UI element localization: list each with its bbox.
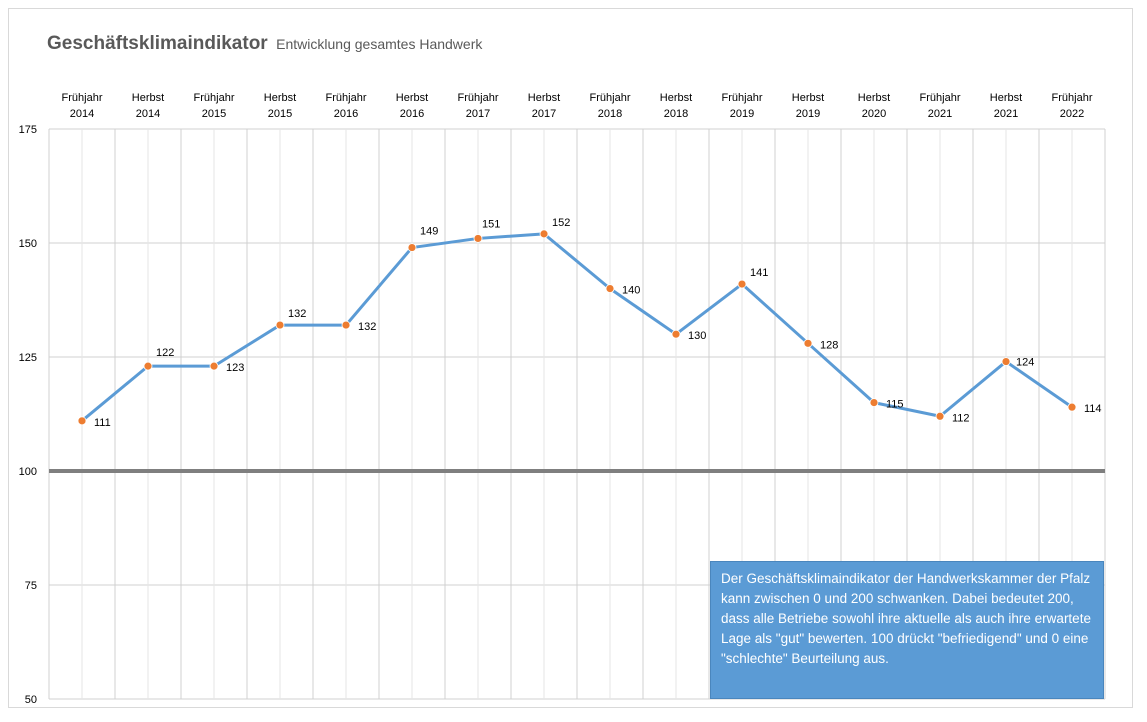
category-label-season: Frühjahr (62, 92, 103, 104)
data-label: 132 (358, 321, 376, 333)
category-label-year: 2021 (994, 108, 1018, 120)
data-point (473, 234, 483, 243)
data-point (605, 284, 615, 294)
data-point (671, 329, 681, 339)
category-label-season: Herbst (858, 92, 890, 104)
y-tick-labels: 50 75 100 125 150 175 (19, 124, 37, 706)
data-label: 130 (688, 330, 706, 342)
y-tick-label: 50 (25, 694, 37, 706)
category-label-year: 2015 (268, 108, 292, 120)
title-area: Geschäftsklimaindikator Entwicklung gesa… (47, 33, 482, 55)
data-point (935, 411, 945, 421)
y-tick-label: 150 (19, 238, 37, 250)
data-labels: 111 122 123 132 132 149 151 152 140 130 141 128 115 1… (94, 217, 1102, 429)
data-label: 132 (288, 308, 306, 320)
data-label: 122 (156, 347, 174, 359)
data-point (869, 398, 879, 408)
data-label: 112 (952, 412, 970, 424)
data-point (341, 320, 351, 330)
category-label-season: Frühjahr (722, 92, 763, 104)
data-point (803, 338, 813, 348)
category-label-season: Frühjahr (920, 92, 961, 104)
data-label: 123 (226, 362, 244, 374)
category-label-season: Frühjahr (194, 92, 235, 104)
category-label-season: Frühjahr (458, 92, 499, 104)
y-tick-label: 100 (19, 466, 37, 478)
data-point (539, 229, 549, 239)
data-point (737, 279, 747, 289)
category-label-season: Frühjahr (1052, 92, 1093, 104)
category-label-year: 2014 (70, 108, 94, 120)
category-label-season: Herbst (264, 92, 296, 104)
series-line (81, 232, 1073, 422)
data-label: 141 (750, 267, 768, 279)
category-label-year: 2019 (796, 108, 820, 120)
category-label-year: 2015 (202, 108, 226, 120)
category-label-season: Herbst (132, 92, 164, 104)
data-label: 151 (482, 218, 500, 230)
data-point (209, 361, 219, 371)
category-label-year: 2016 (334, 108, 358, 120)
category-label-year: 2022 (1060, 108, 1084, 120)
data-label: 111 (94, 417, 111, 429)
category-label-season: Frühjahr (590, 92, 631, 104)
category-label-season: Herbst (660, 92, 692, 104)
data-point (143, 361, 153, 371)
category-label-year: 2014 (136, 108, 160, 120)
category-label-year: 2021 (928, 108, 952, 120)
data-point (77, 416, 87, 426)
chart-title: Geschäftsklimaindikator (47, 33, 268, 54)
data-point (407, 243, 417, 252)
data-point (1001, 357, 1011, 366)
data-label: 124 (1016, 357, 1034, 369)
y-tick-label: 175 (19, 124, 37, 136)
series-line-group (81, 232, 1073, 422)
category-label-year: 2018 (664, 108, 688, 120)
category-labels: Frühjahr 2014 Herbst 2014 Frühjahr 2015 Herbst… (62, 92, 1093, 120)
category-label-year: 2016 (400, 108, 424, 120)
info-note: Der Geschäftsklimaindikator der Handwerk… (710, 561, 1104, 699)
category-label-season: Herbst (792, 92, 824, 104)
data-label: 140 (622, 285, 640, 297)
category-label-year: 2019 (730, 108, 754, 120)
category-label-season: Frühjahr (326, 92, 367, 104)
category-label-season: Herbst (528, 92, 560, 104)
y-tick-label: 125 (19, 352, 37, 364)
y-tick-label: 75 (25, 580, 37, 592)
category-label-year: 2017 (532, 108, 556, 120)
category-label-season: Herbst (990, 92, 1022, 104)
category-label-year: 2018 (598, 108, 622, 120)
data-point (1067, 402, 1077, 412)
data-point (275, 320, 285, 330)
category-label-year: 2020 (862, 108, 886, 120)
data-label: 115 (886, 399, 904, 411)
category-label-year: 2017 (466, 108, 490, 120)
data-label: 114 (1084, 403, 1102, 415)
data-label: 152 (552, 217, 570, 229)
data-points (77, 229, 1077, 426)
data-label: 149 (420, 226, 438, 238)
data-label: 128 (820, 339, 838, 351)
chart-subtitle: Entwicklung gesamtes Handwerk (276, 36, 483, 52)
category-label-season: Herbst (396, 92, 428, 104)
